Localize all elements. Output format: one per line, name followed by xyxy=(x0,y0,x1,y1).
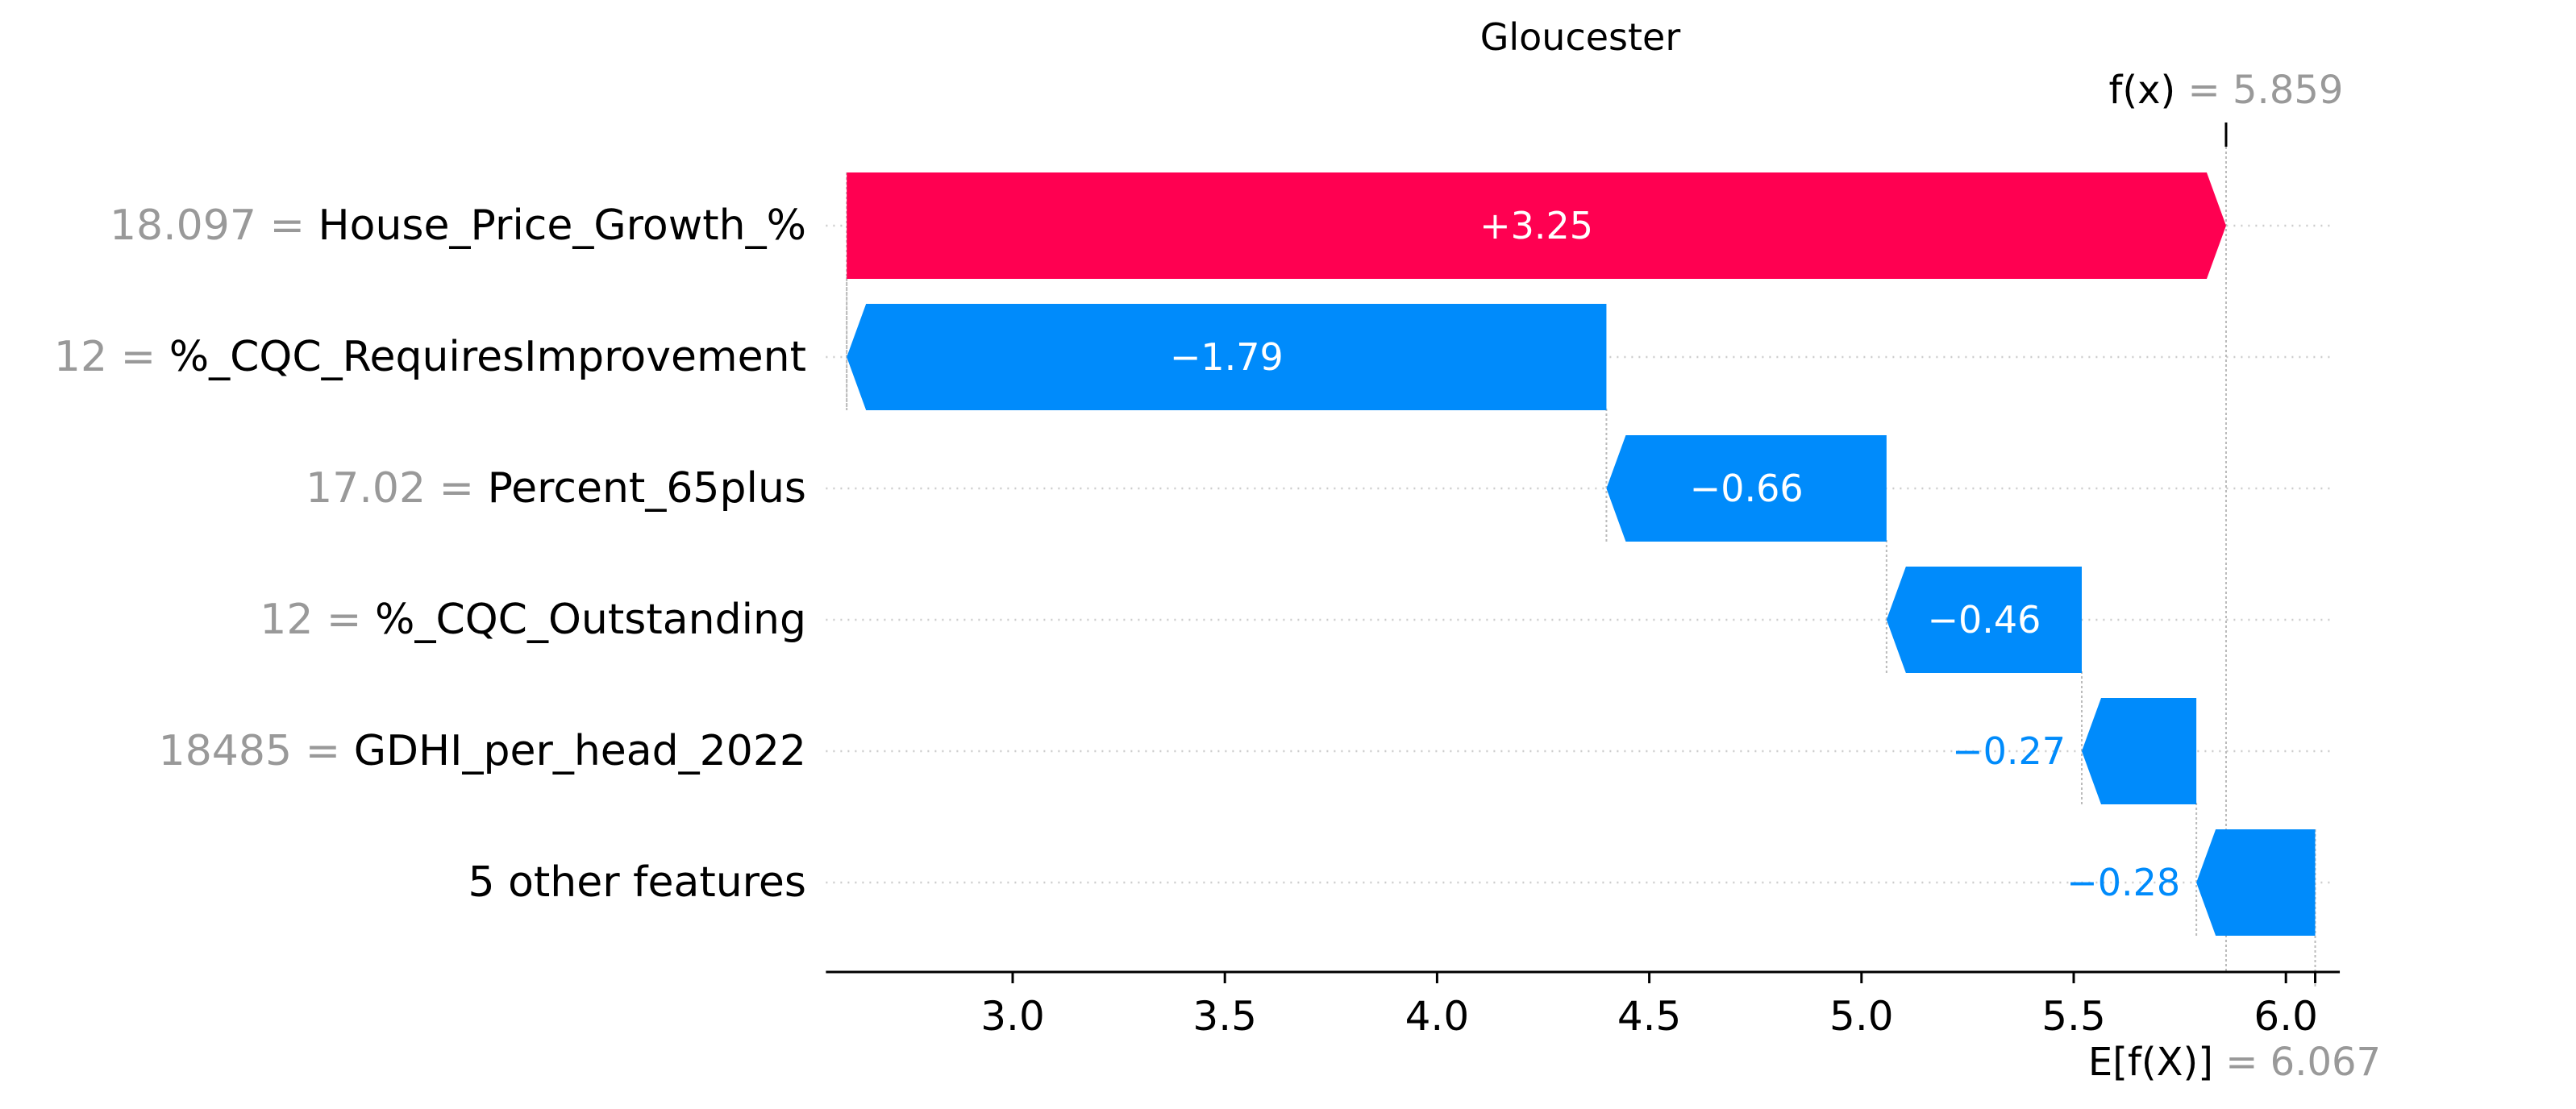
annotations: f(x) = 5.859 E[f(X)] = 6.067 xyxy=(2088,68,2381,1085)
x-axis: 3.0 3.5 4.0 4.5 5.0 5.5 6.0 xyxy=(826,970,2341,1040)
chart-title: Gloucester xyxy=(1480,15,1681,59)
feature-value: 18.097 = xyxy=(110,201,318,250)
feature-label: 12 = %_CQC_RequiresImprovement xyxy=(54,333,806,381)
x-tick-label: 3.5 xyxy=(1192,993,1257,1040)
feature-value: 17.02 = xyxy=(306,464,488,513)
connector-lines xyxy=(846,172,2198,936)
bar xyxy=(2082,698,2197,804)
base-value-number: = 6.067 xyxy=(2213,1040,2381,1085)
bar xyxy=(1886,567,2083,673)
feature-value: 12 = xyxy=(260,596,375,644)
feature-label: 17.02 = Percent_65plus xyxy=(306,464,806,513)
feature-value: 12 = xyxy=(54,333,169,381)
x-tick-label: 4.0 xyxy=(1405,993,1470,1040)
base-value-label: E[f(X)] = 6.067 xyxy=(2088,1040,2381,1085)
feature-label: 12 = %_CQC_Outstanding xyxy=(260,596,806,644)
bars: +3.25 −1.79 −0.66 −0.46 −0.27 −0.28 xyxy=(847,172,2316,936)
feature-labels: 18.097 = House_Price_Growth_% 12 = %_CQC_… xyxy=(54,201,806,907)
feature-label: 18485 = GDHI_per_head_2022 xyxy=(159,727,806,775)
bar xyxy=(847,172,2226,279)
base-value-expr: E[f(X)] xyxy=(2088,1040,2213,1085)
x-tick-label: 6.0 xyxy=(2253,993,2318,1040)
feature-name: Percent_65plus xyxy=(488,464,806,513)
bar-value-label: −0.27 xyxy=(1952,729,2066,773)
output-value-expr: f(x) xyxy=(2109,68,2176,113)
feature-name: %_CQC_RequiresImprovement xyxy=(169,333,806,381)
bar-value-label: −0.28 xyxy=(2066,861,2180,904)
bar-value-label: −0.46 xyxy=(1927,598,2041,642)
output-value-label: f(x) = 5.859 xyxy=(2109,68,2344,113)
feature-label: 18.097 = House_Price_Growth_% xyxy=(110,201,806,250)
feature-value: 18485 = xyxy=(159,727,354,775)
bar xyxy=(1606,435,1887,542)
bar-value-label: −1.79 xyxy=(1170,335,1284,379)
x-tick-label: 3.0 xyxy=(980,993,1045,1040)
bar xyxy=(2196,829,2316,936)
feature-name: House_Price_Growth_% xyxy=(318,201,806,250)
x-tick-label: 5.0 xyxy=(1829,993,1894,1040)
feature-name: %_CQC_Outstanding xyxy=(375,596,806,644)
feature-name: 5 other features xyxy=(468,858,806,907)
output-value-number: = 5.859 xyxy=(2175,68,2343,113)
x-tick-label: 5.5 xyxy=(2041,993,2106,1040)
feature-label: 5 other features xyxy=(468,858,806,907)
x-tick-label: 4.5 xyxy=(1617,993,1682,1040)
bar xyxy=(847,304,1607,410)
feature-name: GDHI_per_head_2022 xyxy=(354,727,806,775)
bar-value-label: +3.25 xyxy=(1479,204,1593,247)
bar-value-label: −0.66 xyxy=(1690,467,1804,510)
